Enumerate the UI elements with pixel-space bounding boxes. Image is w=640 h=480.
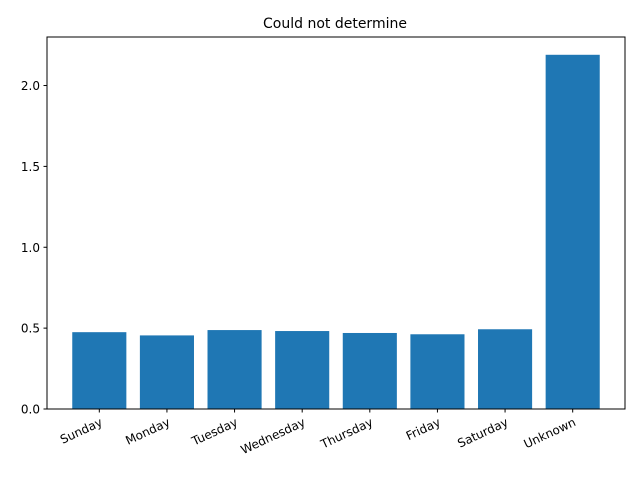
bar-saturday	[478, 329, 533, 409]
x-tick-label: Unknown	[522, 415, 578, 451]
y-tick-label: 2.0	[21, 79, 40, 93]
y-tick-label: 1.0	[21, 241, 40, 255]
bar-friday	[410, 334, 465, 409]
x-tick-label: Monday	[123, 415, 172, 448]
bar-unknown	[545, 54, 600, 409]
x-tick-label: Sunday	[58, 415, 105, 447]
x-tick-label: Wednesday	[239, 415, 308, 457]
y-tick-label: 1.5	[21, 160, 40, 174]
y-tick-label: 0.0	[21, 403, 40, 417]
bar-tuesday	[207, 330, 262, 409]
bars-group	[72, 54, 600, 409]
x-tick-label: Tuesday	[189, 415, 240, 449]
y-axis: 0.0 0.5 1.0 1.5 2.0	[21, 79, 47, 417]
bar-thursday	[342, 332, 397, 409]
chart-title: Could not determine	[263, 16, 407, 32]
x-tick-label: Saturday	[455, 415, 510, 451]
y-tick-label: 0.5	[21, 322, 40, 336]
plot-frame	[46, 36, 626, 410]
x-tick-label: Thursday	[318, 415, 375, 452]
x-tick-label: Friday	[404, 415, 443, 443]
bar-wednesday	[275, 331, 330, 409]
bar-monday	[139, 335, 194, 409]
bar-sunday	[72, 332, 127, 409]
